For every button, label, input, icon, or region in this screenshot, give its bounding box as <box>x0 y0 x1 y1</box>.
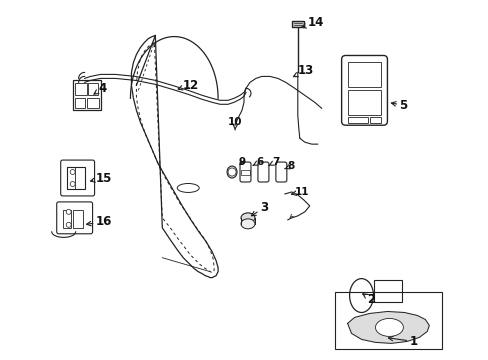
Bar <box>291 21 303 27</box>
Text: 3: 3 <box>251 201 267 216</box>
Bar <box>347 117 367 123</box>
Bar <box>87 84 98 95</box>
Bar <box>86 98 99 108</box>
Bar <box>66 167 84 189</box>
Text: 8: 8 <box>285 161 294 171</box>
Circle shape <box>227 168 236 176</box>
Circle shape <box>66 210 71 214</box>
Bar <box>75 98 84 108</box>
Text: 1: 1 <box>387 335 417 348</box>
Ellipse shape <box>241 213 254 223</box>
Circle shape <box>66 222 71 227</box>
Circle shape <box>70 170 75 175</box>
Polygon shape <box>347 311 428 343</box>
Bar <box>73 210 82 228</box>
Text: 9: 9 <box>238 157 244 167</box>
Ellipse shape <box>226 166 237 178</box>
Circle shape <box>70 181 75 186</box>
Text: 4: 4 <box>94 82 106 95</box>
Ellipse shape <box>241 219 254 229</box>
Bar <box>62 210 71 228</box>
Bar <box>347 90 381 115</box>
Bar <box>334 292 441 349</box>
Text: 15: 15 <box>90 171 112 185</box>
Bar <box>73 80 101 110</box>
Text: 5: 5 <box>390 99 407 112</box>
Text: 7: 7 <box>268 157 279 167</box>
Bar <box>66 167 75 189</box>
Text: 12: 12 <box>178 79 198 92</box>
Text: 10: 10 <box>227 117 242 130</box>
Text: 16: 16 <box>86 215 112 228</box>
Text: 11: 11 <box>291 187 309 197</box>
Text: 6: 6 <box>252 157 263 167</box>
Text: 2: 2 <box>362 293 375 306</box>
Text: 14: 14 <box>301 16 324 29</box>
Bar <box>374 280 402 302</box>
Bar <box>241 170 249 175</box>
Bar <box>75 84 86 95</box>
Bar <box>347 62 381 87</box>
Text: 13: 13 <box>293 64 313 77</box>
Bar <box>369 117 381 123</box>
Ellipse shape <box>375 319 403 336</box>
